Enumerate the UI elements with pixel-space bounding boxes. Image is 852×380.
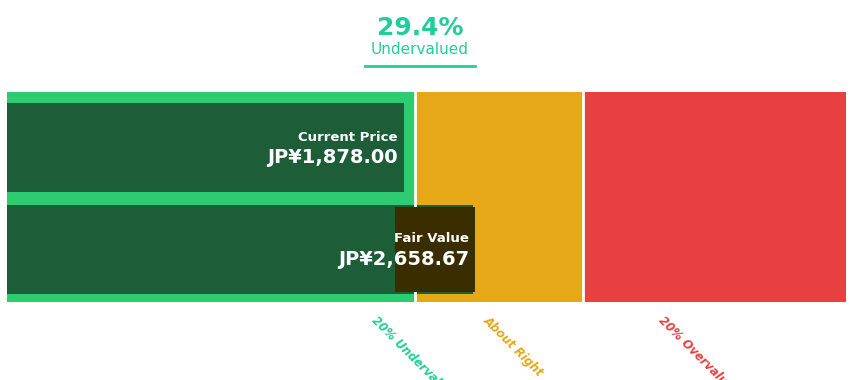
- Text: JP¥2,658.67: JP¥2,658.67: [337, 250, 469, 269]
- Text: 20% Undervalued: 20% Undervalued: [368, 314, 460, 380]
- Bar: [582, 92, 845, 302]
- Bar: [7, 92, 415, 302]
- Bar: [394, 207, 475, 292]
- Text: JP¥1,878.00: JP¥1,878.00: [267, 148, 398, 167]
- Text: Current Price: Current Price: [298, 131, 398, 144]
- Text: 20% Overvalued: 20% Overvalued: [655, 314, 740, 380]
- Text: About Right: About Right: [481, 314, 545, 379]
- Text: Fair Value: Fair Value: [394, 232, 469, 245]
- Bar: [7, 205, 473, 294]
- Text: 29.4%: 29.4%: [377, 16, 463, 40]
- Text: Undervalued: Undervalued: [371, 43, 469, 57]
- Bar: [7, 103, 404, 192]
- Bar: [415, 92, 582, 302]
